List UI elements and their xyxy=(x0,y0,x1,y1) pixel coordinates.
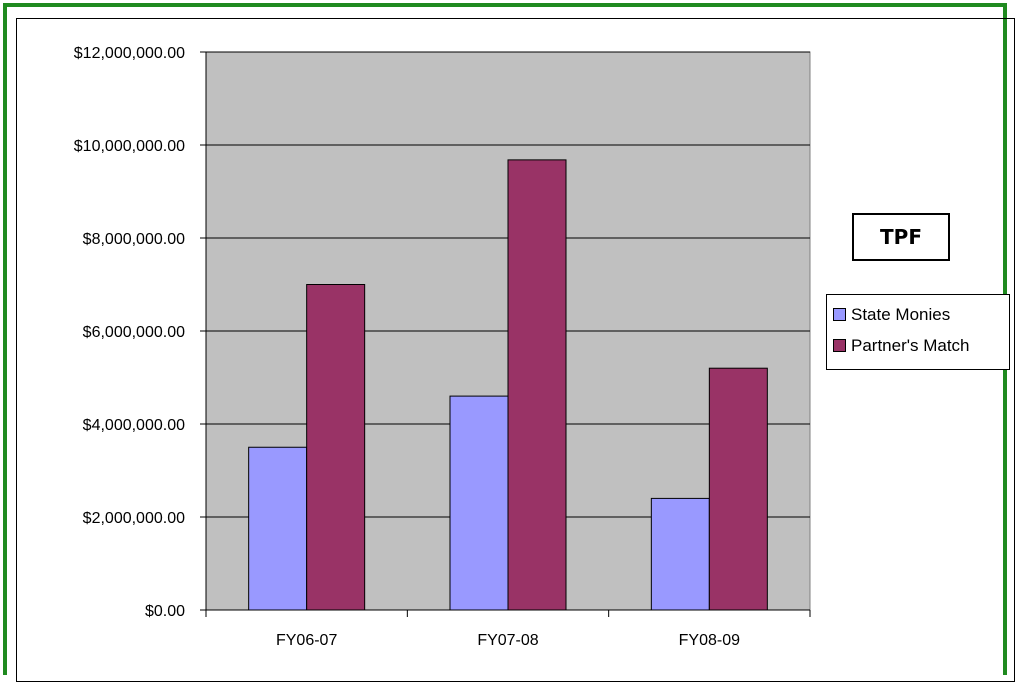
bar-state-monies-fy06-07 xyxy=(248,446,308,611)
bar-state-monies-fy08-09 xyxy=(650,497,710,611)
y-tick-label: $6,000,000.00 xyxy=(83,324,185,341)
chart-area-border xyxy=(16,18,1015,682)
y-tick-label: $10,000,000.00 xyxy=(74,138,185,155)
legend: State Monies Partner's Match xyxy=(826,294,1010,370)
x-tick-label: FY06-07 xyxy=(276,632,337,649)
x-tick-label: FY07-08 xyxy=(477,632,538,649)
bar-partners-match-fy06-07 xyxy=(306,284,366,611)
y-tick-label: $12,000,000.00 xyxy=(74,45,185,62)
bars xyxy=(248,159,768,611)
legend-label-state-monies: State Monies xyxy=(851,304,951,324)
legend-item-state-monies: State Monies xyxy=(833,299,1003,330)
axes: $0.00 $2,000,000.00 $4,000,000.00 $6,000,00… xyxy=(74,45,811,649)
y-tick-label: $2,000,000.00 xyxy=(83,510,185,527)
x-tick-label: FY08-09 xyxy=(679,632,740,649)
y-tick-label: $4,000,000.00 xyxy=(83,417,185,434)
legend-swatch-partners-match xyxy=(833,339,846,352)
legend-item-partners-match: Partner's Match xyxy=(833,330,1003,361)
y-tick-label: $0.00 xyxy=(145,603,185,620)
chart-title: TPF xyxy=(852,213,950,261)
bar-state-monies-fy07-08 xyxy=(449,395,509,611)
bar-partners-match-fy08-09 xyxy=(708,367,768,611)
bar-partners-match-fy07-08 xyxy=(507,159,567,611)
y-tick-label: $8,000,000.00 xyxy=(83,231,185,248)
legend-label-partners-match: Partner's Match xyxy=(851,335,970,355)
legend-swatch-state-monies xyxy=(833,308,846,321)
